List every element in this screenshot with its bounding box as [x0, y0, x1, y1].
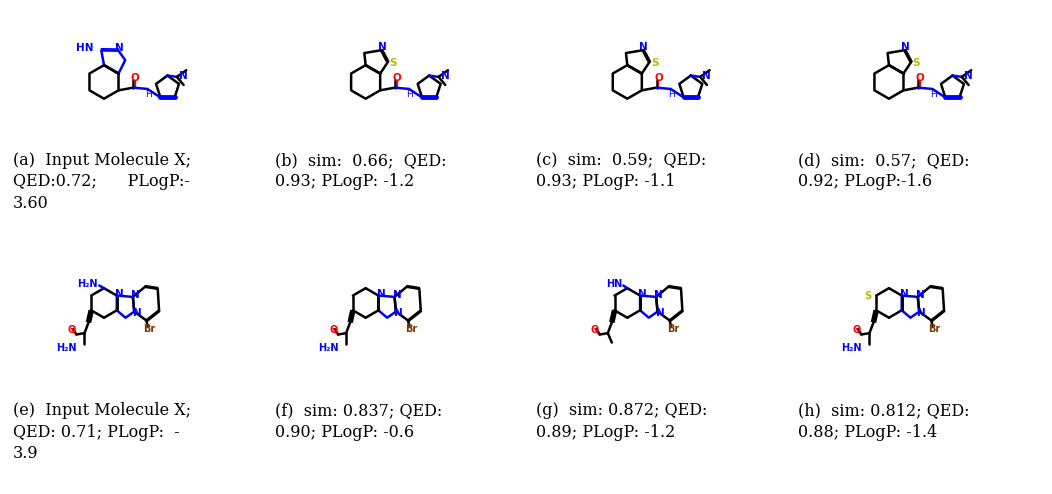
Text: N: N [394, 308, 403, 318]
Text: N: N [133, 308, 141, 318]
Text: O: O [130, 73, 140, 83]
Text: N: N [654, 290, 663, 300]
Text: H: H [668, 89, 674, 99]
Text: O: O [916, 73, 925, 83]
Text: Br: Br [667, 324, 680, 334]
Text: N: N [377, 289, 385, 299]
Text: (d)  sim:  0.57;  QED:
0.92; PLogP:-1.6: (d) sim: 0.57; QED: 0.92; PLogP:-1.6 [797, 152, 969, 190]
Text: N: N [655, 308, 665, 318]
Text: S: S [389, 58, 397, 68]
Text: HN: HN [606, 279, 622, 289]
Text: S: S [865, 290, 871, 300]
Text: Br: Br [143, 324, 156, 334]
Text: Br: Br [405, 324, 418, 334]
Text: N: N [902, 41, 910, 52]
Text: N: N [115, 43, 123, 53]
Text: (e)  Input Molecule X;
QED: 0.71; PLogP:  -
3.9: (e) Input Molecule X; QED: 0.71; PLogP: … [13, 402, 191, 462]
Text: N: N [639, 289, 647, 299]
Text: (b)  sim:  0.66;  QED:
0.93; PLogP: -1.2: (b) sim: 0.66; QED: 0.93; PLogP: -1.2 [275, 152, 446, 190]
Text: N: N [179, 71, 187, 81]
Text: N: N [441, 71, 449, 81]
Text: N: N [392, 290, 402, 300]
Text: Br: Br [929, 324, 940, 334]
Text: H₂N: H₂N [77, 279, 97, 289]
Text: HN: HN [77, 43, 94, 53]
Text: (f)  sim: 0.837; QED:
0.90; PLogP: -0.6: (f) sim: 0.837; QED: 0.90; PLogP: -0.6 [275, 402, 442, 441]
Text: N: N [964, 71, 973, 81]
Text: O: O [67, 325, 76, 335]
Text: O: O [329, 325, 338, 335]
Text: O: O [591, 325, 600, 335]
Text: H₂N: H₂N [57, 343, 77, 353]
Text: H: H [145, 89, 151, 99]
Text: N: N [132, 290, 140, 300]
Text: O: O [654, 73, 663, 83]
Text: (h)  sim: 0.812; QED:
0.88; PLogP: -1.4: (h) sim: 0.812; QED: 0.88; PLogP: -1.4 [797, 402, 969, 441]
Text: S: S [912, 58, 920, 68]
Text: S: S [651, 58, 659, 68]
Text: O: O [392, 73, 401, 83]
Text: (g)  sim: 0.872; QED:
0.89; PLogP: -1.2: (g) sim: 0.872; QED: 0.89; PLogP: -1.2 [537, 402, 708, 441]
Text: N: N [378, 41, 386, 52]
Text: N: N [917, 308, 926, 318]
Text: (a)  Input Molecule X;
QED:0.72;      PLogP:-
3.60: (a) Input Molecule X; QED:0.72; PLogP:- … [13, 152, 191, 212]
Text: O: O [852, 325, 861, 335]
Text: (c)  sim:  0.59;  QED:
0.93; PLogP: -1.1: (c) sim: 0.59; QED: 0.93; PLogP: -1.1 [537, 152, 707, 190]
Text: N: N [115, 289, 124, 299]
Text: N: N [901, 289, 909, 299]
Text: H₂N: H₂N [842, 343, 862, 353]
Text: H: H [930, 89, 936, 99]
Text: H₂N: H₂N [319, 343, 339, 353]
Text: H: H [406, 89, 413, 99]
Text: N: N [703, 71, 711, 81]
Text: N: N [916, 290, 925, 300]
Text: N: N [640, 41, 648, 52]
